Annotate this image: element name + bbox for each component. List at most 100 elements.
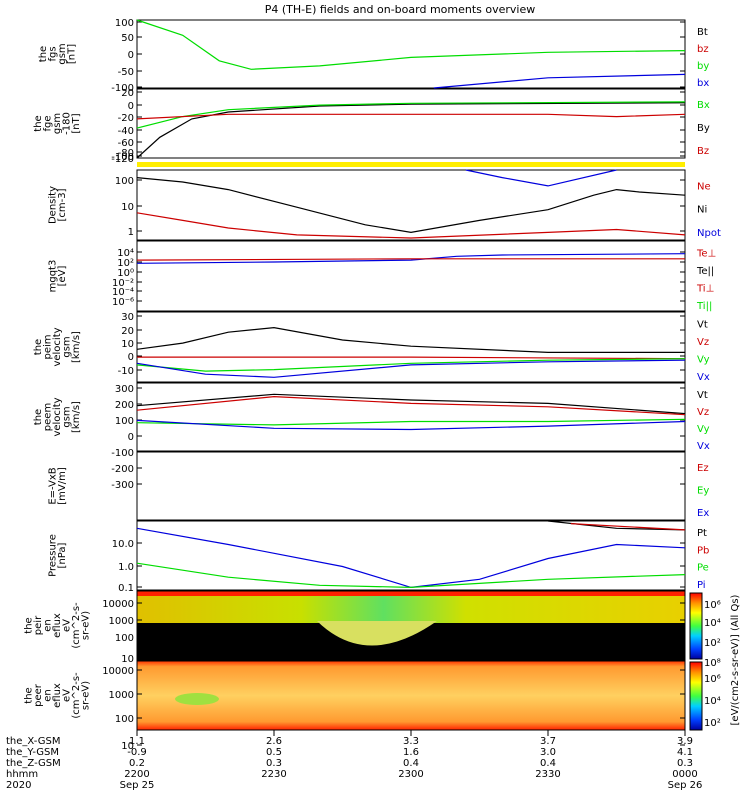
y-axis-label: E=-VxB: [47, 467, 58, 504]
x-tick-label: 3.0: [540, 747, 556, 758]
colorbar-upper: [689, 592, 703, 660]
legend-entry: Ey: [697, 486, 709, 497]
y-axis-label: peir: [33, 615, 44, 635]
x-tick-label: 3.7: [540, 736, 556, 747]
y-axis-label: sr-eV): [81, 611, 92, 640]
heatmap-patch: [175, 693, 219, 705]
x-tick-label: 0.3: [266, 758, 282, 769]
x-tick-label: 0.4: [540, 758, 556, 769]
y-axis-label: Pressure: [47, 534, 58, 577]
series-line-Pi: [136, 527, 686, 589]
panel-efield: E=-VxB[mV/m] Ez Ey Ex: [47, 451, 709, 521]
legend-entry: Vx: [697, 441, 710, 452]
series-line-black: [136, 102, 686, 159]
y-tick-label: -20: [118, 113, 134, 124]
legend-entry: Bx: [697, 100, 710, 111]
legend-entry: Vt: [697, 319, 708, 330]
panel-peem: 300 200 100 0 -100 -200 -300 thepeemvelocitygsm…: [33, 382, 710, 491]
legend-entry: Te⊥: [696, 248, 716, 259]
y-axis-label: the: [33, 115, 44, 131]
y-tick-label: 10⁻²: [112, 278, 134, 289]
y-tick-label: 10⁻⁴: [112, 287, 134, 298]
series-line-red: [136, 113, 686, 120]
y-tick-label: -300: [111, 480, 134, 491]
series-line-Pe: [136, 562, 686, 589]
legend-entry: bx: [697, 78, 709, 89]
y-axis-label: fge: [43, 115, 54, 131]
x-tick-label: 1.6: [403, 747, 419, 758]
x-axis-row-label: 2020: [6, 780, 31, 791]
y-axis-label: sr-eV): [81, 681, 92, 710]
y-axis-label: peim: [43, 334, 54, 359]
series-line-Vx: [136, 419, 686, 431]
series-line-by: [136, 19, 686, 70]
y-axis-label: [cm-3]: [57, 188, 68, 221]
y-axis-label: -180: [62, 112, 73, 135]
legend-entry: Ti⊥: [696, 283, 714, 294]
y-axis-label: [nT]: [66, 44, 77, 64]
x-tick-label: 3.3: [403, 736, 419, 747]
x-tick-label: 2230: [261, 769, 286, 780]
y-tick-label: 100: [115, 416, 134, 427]
x-tick-label: Sep 26: [668, 780, 703, 791]
y-tick-label: -100: [111, 448, 134, 459]
panel-frame: [136, 451, 686, 521]
panel-pressure: 10.0 1.0 0.1 Pressure[nPa] Pt Pb Pe Pi: [47, 520, 709, 594]
series-line-Vy: [136, 358, 686, 372]
legend-entry: Pb: [697, 545, 709, 556]
y-tick-label: 0.1: [118, 583, 134, 594]
y-tick-label: 10.0: [112, 539, 134, 550]
y-tick-label: 10⁴: [117, 248, 134, 259]
legend-entry: bz: [697, 44, 709, 55]
series-line-Vz: [137, 356, 686, 360]
colorbar-lower: [689, 661, 703, 731]
legend-entry: by: [697, 61, 709, 72]
series-line-Vt: [136, 393, 686, 415]
y-tick-label: 1000: [109, 690, 134, 701]
y-tick-label: 10: [121, 654, 134, 665]
x-tick-label: 2.6: [266, 736, 282, 747]
y-tick-label: 300: [115, 384, 134, 395]
panels: 100500-50-100thefgsgsm[nT]Btbzbybx200-20…: [24, 18, 721, 752]
y-axis-label: the: [24, 687, 35, 703]
y-tick-label: 100: [115, 714, 134, 725]
y-tick-label: 0: [128, 50, 134, 61]
y-axis-label: [km/s]: [71, 331, 82, 363]
x-axis-row-label: the_X-GSM: [6, 736, 60, 747]
panel-frame: [136, 169, 686, 241]
y-tick-label: -50: [118, 67, 134, 78]
legend-entry: Vz: [697, 337, 709, 348]
legend-entry: Vy: [697, 424, 710, 435]
y-tick-label: 1.0: [118, 562, 134, 573]
colorbar-label: [eV/(cm2-s-sr-eV)] (All Qs): [730, 594, 741, 725]
panel-density: 100 10 1 Density[cm-3] Ne Ni Npot: [47, 169, 721, 241]
y-axis-label: fgs: [47, 46, 58, 61]
y-axis-label: the: [33, 339, 44, 355]
y-tick-label: 0: [128, 352, 134, 363]
y-tick-label: 10: [121, 202, 134, 213]
heatmap-background: [137, 661, 685, 730]
legend-entry: Ne: [697, 181, 711, 192]
legend-entry: Npot: [697, 228, 721, 239]
y-tick-label: -10: [118, 366, 134, 377]
x-tick-label: 0.3: [677, 758, 693, 769]
y-axis-label: gsm: [57, 43, 68, 64]
y-tick-label: 100: [115, 176, 134, 187]
quality-flag-bar: [137, 162, 685, 167]
x-tick-label: 0.2: [129, 758, 145, 769]
y-axis-label: eflux: [52, 683, 63, 708]
x-tick-label: 2300: [398, 769, 423, 780]
heatmap-top-band: [137, 591, 685, 596]
legend-entry: By: [697, 123, 710, 134]
y-tick-label: 10⁰: [117, 268, 134, 279]
y-tick-label: -200: [111, 464, 134, 475]
series-line-Ne: [136, 212, 686, 239]
y-tick-label: -60: [118, 138, 134, 149]
y-tick-label: -100: [111, 152, 134, 163]
x-tick-label: 2330: [535, 769, 560, 780]
y-axis-label: gsm: [62, 406, 73, 427]
legend-entry: Ez: [697, 463, 709, 474]
